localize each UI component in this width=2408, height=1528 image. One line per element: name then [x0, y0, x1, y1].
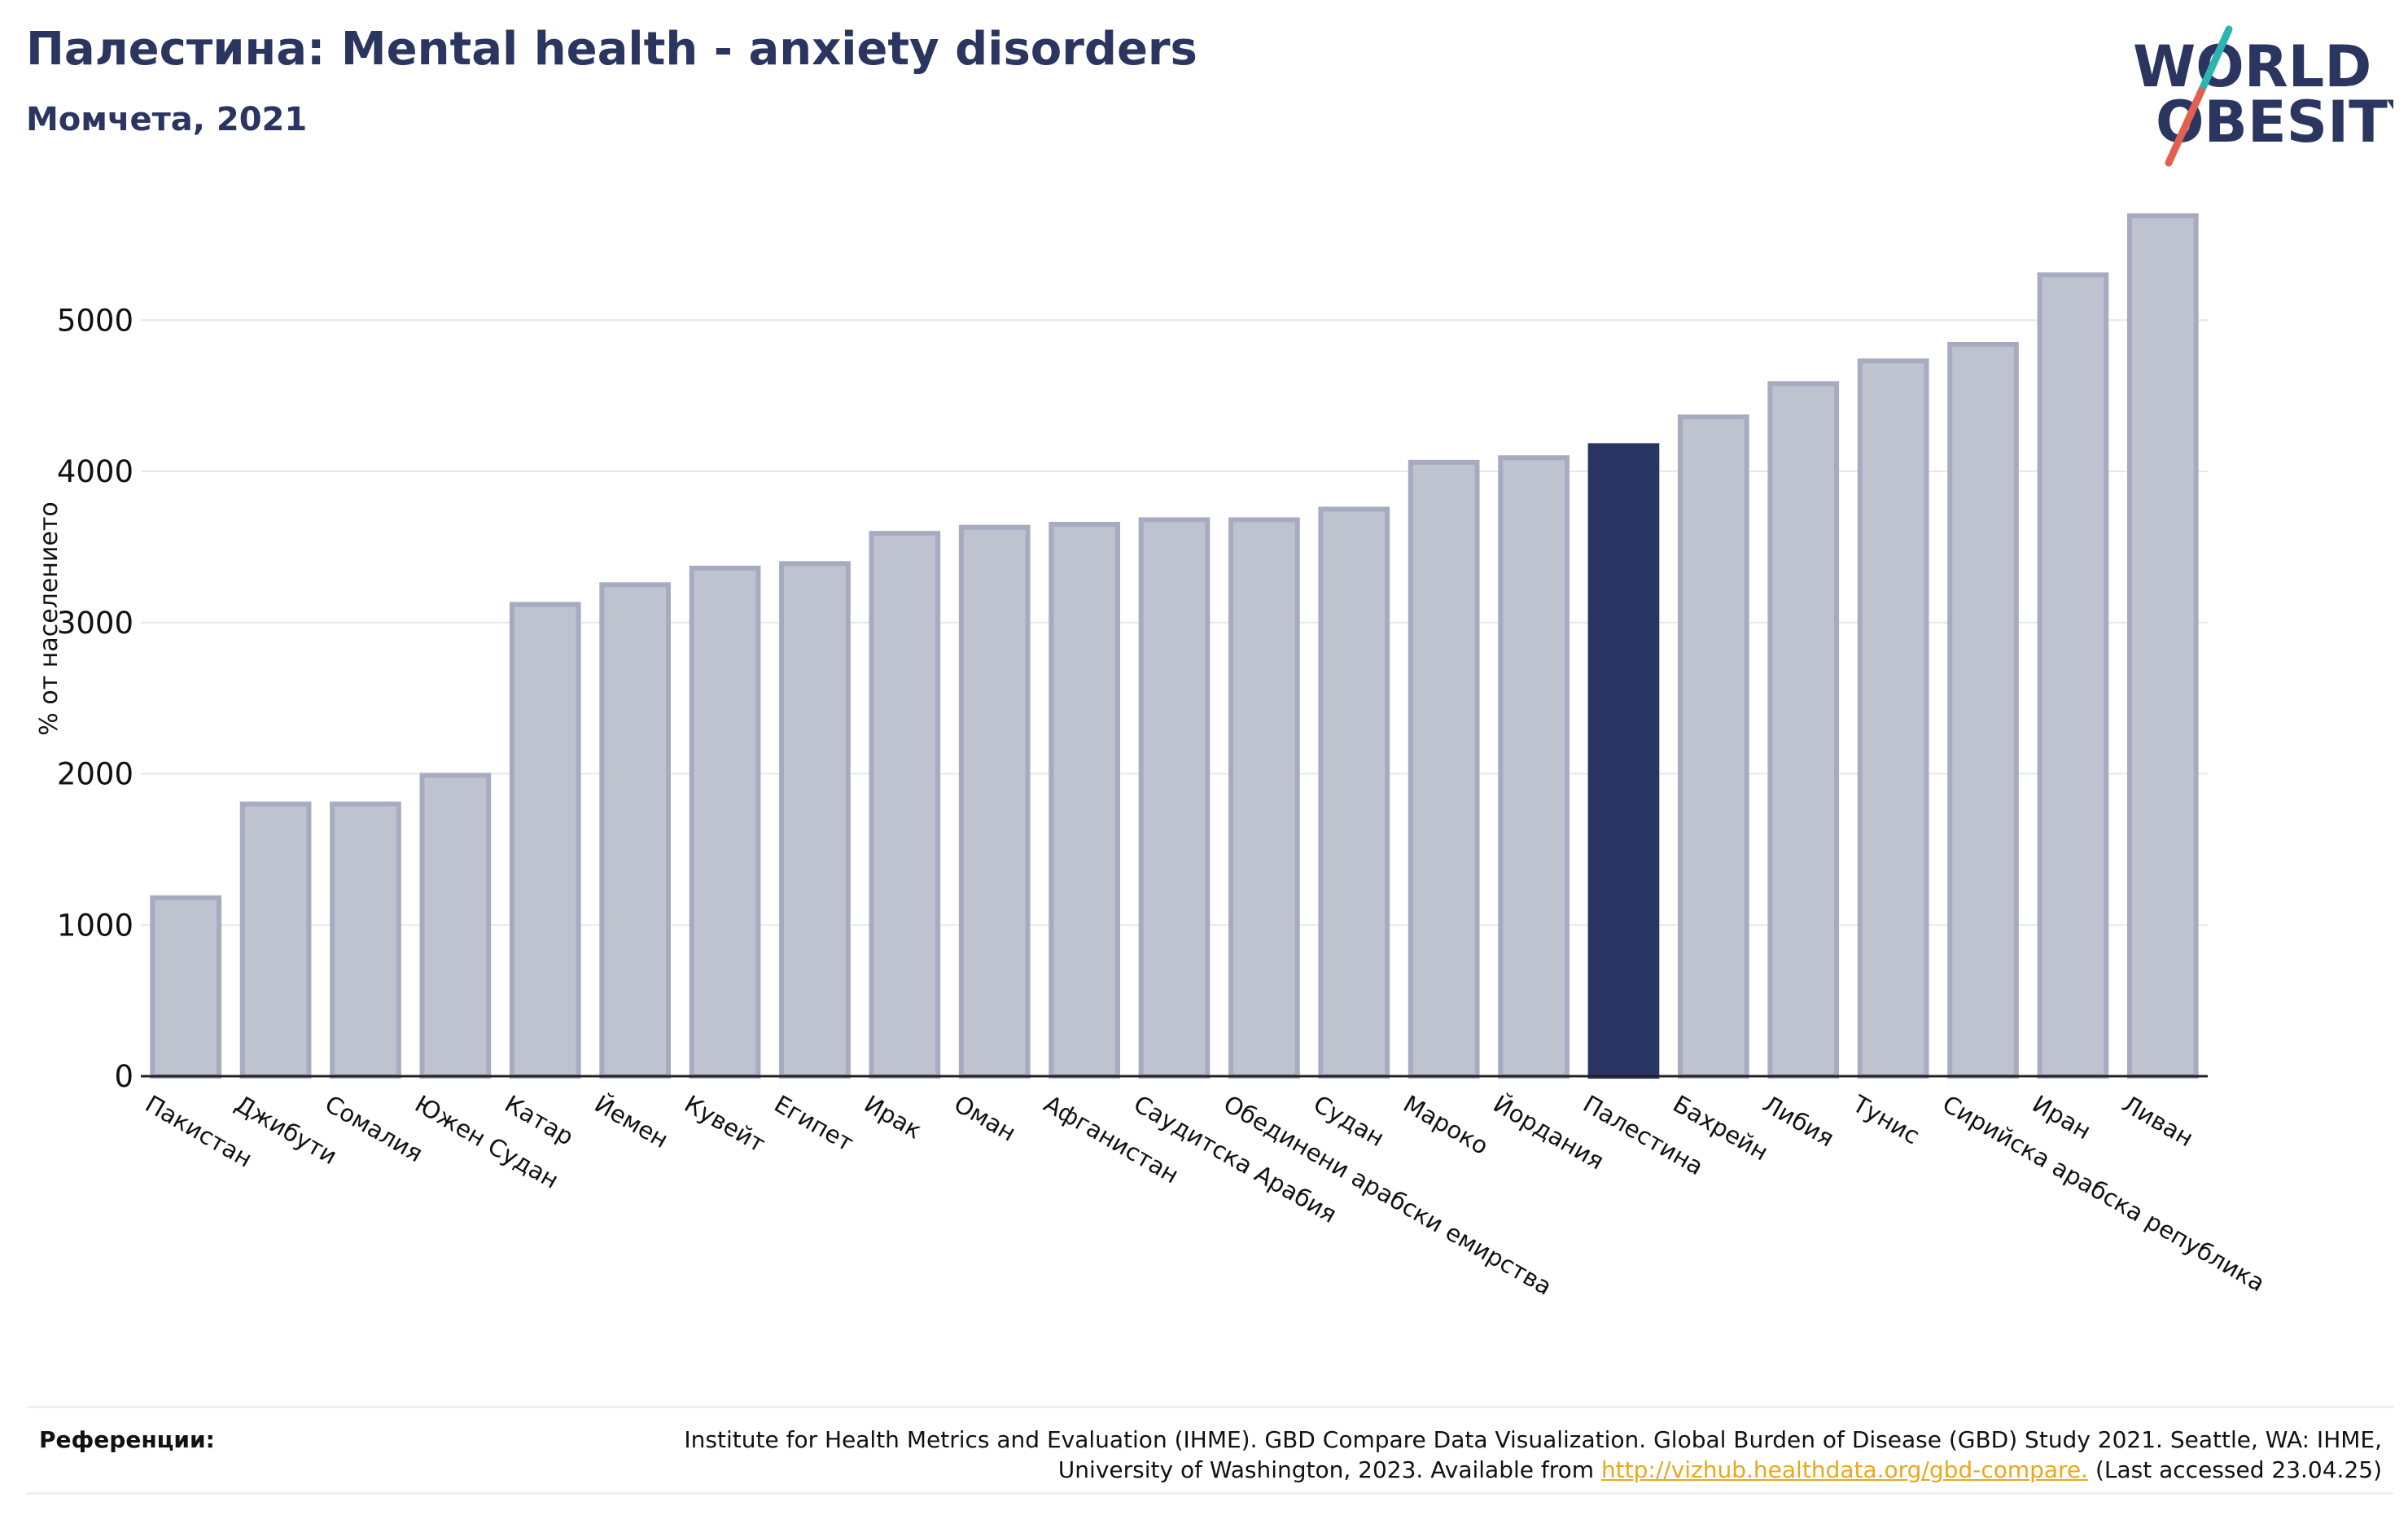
x-tick-label: Тунис [1847, 1089, 1924, 1149]
bar [1767, 381, 1840, 1079]
y-axis-label: % от населението [35, 501, 63, 735]
bar [1408, 459, 1480, 1079]
x-tick-label: Сирийска арабска република [1938, 1090, 2270, 1298]
bar-chart: 0 1000 2000 3000 4000 5000 ПакистанДжибутиСом… [35, 213, 2270, 1301]
x-tick-label: Египет [769, 1090, 858, 1158]
world-obesity-logo: WORLD OBESITY [2133, 25, 2393, 167]
x-tick-label: Мароко [1399, 1090, 1493, 1161]
bar [239, 801, 312, 1079]
y-tick-label: 3000 [57, 606, 134, 641]
x-tick-label: Кувейт [680, 1090, 770, 1158]
y-tick-label: 0 [114, 1059, 134, 1094]
bars [150, 213, 2199, 1079]
bar [599, 582, 671, 1079]
bar [1138, 517, 1211, 1079]
bar-highlighted [1587, 443, 1660, 1079]
references-link[interactable]: http://vizhub.healthdata.org/gbd-compare… [1600, 1456, 2089, 1483]
y-tick-label: 4000 [57, 454, 134, 489]
bar [150, 895, 222, 1079]
references-citation: Institute for Health Metrics and Evaluat… [684, 1426, 2382, 1483]
x-tick-label: Иран [2028, 1090, 2096, 1145]
bar [330, 801, 401, 1079]
bar [1318, 506, 1390, 1079]
x-tick-label: Сомалия [320, 1090, 427, 1168]
bar [509, 602, 581, 1079]
x-tick-label: Йемен [590, 1090, 673, 1154]
bar [419, 773, 492, 1079]
bar [1049, 522, 1120, 1079]
chart-title: Палестина: Mental health - anxiety disor… [26, 23, 1197, 76]
y-tick-label: 2000 [57, 757, 134, 792]
bar [1857, 358, 1929, 1079]
references-accessed: (Last accessed 23.04.25) [2095, 1456, 2382, 1483]
bar [1947, 341, 2019, 1079]
bar [2037, 272, 2109, 1079]
bar [689, 565, 761, 1079]
y-tick-label: 1000 [57, 908, 134, 943]
chart-subtitle: Момчета, 2021 [26, 101, 308, 138]
references-text: Institute for Health Metrics and Evaluat… [591, 1425, 2382, 1485]
bar [779, 561, 851, 1079]
bar [1498, 455, 1570, 1079]
bar [869, 531, 941, 1079]
x-tick-label: Ливан [2117, 1090, 2198, 1153]
bar [1678, 414, 1749, 1079]
y-axis-ticks: 0 1000 2000 3000 4000 5000 [57, 303, 134, 1094]
bar [958, 524, 1031, 1079]
logo-line1: WORLD [2133, 33, 2371, 100]
x-tick-label: Оман [949, 1090, 1021, 1147]
bar [2126, 213, 2199, 1079]
references-label: Референции: [39, 1426, 215, 1453]
y-tick-label: 5000 [57, 303, 134, 338]
bar [1228, 517, 1300, 1079]
x-tick-label: Ирак [860, 1090, 926, 1145]
references-panel: Референции: Institute for Health Metrics… [26, 1406, 2393, 1495]
